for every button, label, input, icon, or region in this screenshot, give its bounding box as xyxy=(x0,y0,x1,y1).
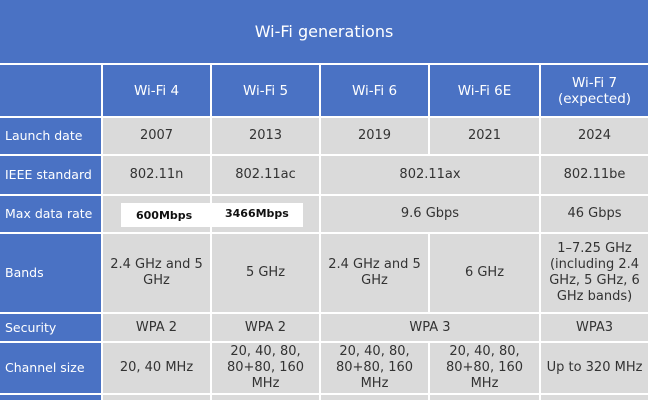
launch-wifi-6: 2019 xyxy=(321,118,428,154)
security-wifi-5: WPA 2 xyxy=(212,314,319,341)
next-row-partial-1 xyxy=(103,395,210,400)
header-wifi-5: Wi-Fi 5 xyxy=(212,65,319,116)
next-row-partial-5 xyxy=(541,395,648,400)
row-label-security: Security xyxy=(0,314,101,341)
row-label-launch-date: Launch date xyxy=(0,118,101,154)
next-row-partial-2 xyxy=(212,395,319,400)
bands-wifi-6e: 6 GHz xyxy=(430,234,539,312)
header-wifi-6e: Wi-Fi 6E xyxy=(430,65,539,116)
channel-wifi-4: 20, 40 MHz xyxy=(103,343,210,393)
rate-overlay-patch: 600Mbps 3466Mbps xyxy=(121,203,303,227)
row-label-bands: Bands xyxy=(0,234,101,312)
row-label-next-partial xyxy=(0,395,101,400)
rate-wifi-5: 3466Mbps xyxy=(225,207,289,220)
header-wifi-4: Wi-Fi 4 xyxy=(103,65,210,116)
ieee-wifi-5: 802.11ac xyxy=(212,156,319,194)
bands-wifi-6: 2.4 GHz and 5 GHz xyxy=(321,234,428,312)
security-wifi-7: WPA3 xyxy=(541,314,648,341)
security-wifi-6-6e: WPA 3 xyxy=(321,314,539,341)
header-wifi-7: Wi-Fi 7 (expected) xyxy=(541,65,648,116)
channel-wifi-5: 20, 40, 80, 80+80, 160 MHz xyxy=(212,343,319,393)
header-corner xyxy=(0,65,101,116)
ieee-wifi-4: 802.11n xyxy=(103,156,210,194)
row-label-max-data-rate: Max data rate xyxy=(0,196,101,232)
bands-wifi-4: 2.4 GHz and 5 GHz xyxy=(103,234,210,312)
launch-wifi-4: 2007 xyxy=(103,118,210,154)
bands-wifi-7: 1–7.25 GHz (including 2.4 GHz, 5 GHz, 6 … xyxy=(541,234,648,312)
header-wifi-6: Wi-Fi 6 xyxy=(321,65,428,116)
channel-wifi-6: 20, 40, 80, 80+80, 160 MHz xyxy=(321,343,428,393)
channel-wifi-7: Up to 320 MHz xyxy=(541,343,648,393)
bands-wifi-5: 5 GHz xyxy=(212,234,319,312)
next-row-partial-3 xyxy=(321,395,428,400)
row-label-ieee-standard: IEEE standard xyxy=(0,156,101,194)
ieee-wifi-6-6e: 802.11ax xyxy=(321,156,539,194)
rate-wifi-7: 46 Gbps xyxy=(541,196,648,232)
launch-wifi-6e: 2021 xyxy=(430,118,539,154)
row-label-channel-size: Channel size xyxy=(0,343,101,393)
security-wifi-4: WPA 2 xyxy=(103,314,210,341)
channel-wifi-6e: 20, 40, 80, 80+80, 160 MHz xyxy=(430,343,539,393)
table-title: Wi-Fi generations xyxy=(0,0,648,63)
rate-wifi-6-6e: 9.6 Gbps xyxy=(321,196,539,232)
launch-wifi-5: 2013 xyxy=(212,118,319,154)
launch-wifi-7: 2024 xyxy=(541,118,648,154)
next-row-partial-4 xyxy=(430,395,539,400)
ieee-wifi-7: 802.11be xyxy=(541,156,648,194)
rate-wifi-4: 600Mbps xyxy=(136,208,193,222)
